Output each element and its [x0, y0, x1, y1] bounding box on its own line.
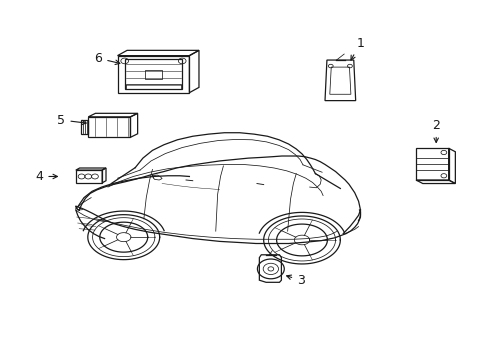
Bar — [76, 170, 102, 183]
Bar — [117, 56, 189, 93]
Bar — [415, 148, 447, 180]
Text: 6: 6 — [94, 52, 120, 65]
Bar — [145, 70, 162, 78]
Text: 5: 5 — [57, 113, 86, 126]
Bar — [88, 117, 130, 137]
Text: 3: 3 — [286, 274, 305, 287]
Bar — [126, 84, 181, 89]
Text: 1: 1 — [350, 37, 364, 60]
Bar — [124, 59, 182, 89]
Text: 4: 4 — [36, 170, 57, 183]
Text: 2: 2 — [431, 119, 439, 143]
